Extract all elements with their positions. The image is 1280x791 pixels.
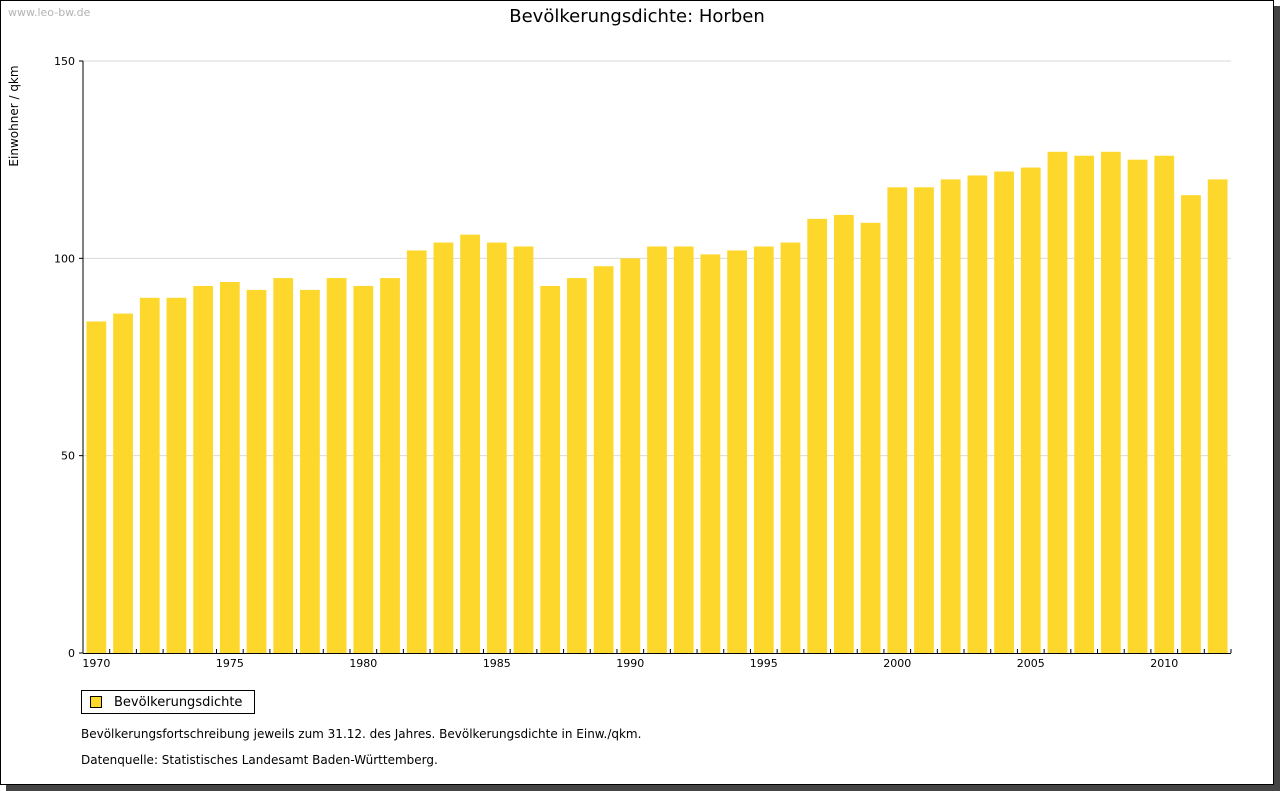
bar-1972: [139, 297, 160, 653]
bar-1989: [593, 266, 614, 653]
bar-1971: [113, 313, 133, 653]
bar-1981: [380, 278, 400, 653]
bar-1999: [860, 222, 881, 653]
bar-2001: [914, 187, 934, 653]
bars-layer: [86, 151, 1228, 654]
x-tick-label-1995: 1995: [750, 657, 778, 670]
bar-1998: [834, 214, 854, 654]
bar-1977: [273, 278, 294, 653]
bar-1991: [647, 246, 667, 653]
bar-1984: [460, 234, 480, 654]
bar-1982: [406, 250, 427, 653]
footnote-source: Datenquelle: Statistisches Landesamt Bad…: [81, 753, 438, 767]
bar-1983: [433, 242, 454, 653]
bar-1988: [567, 278, 587, 653]
x-tick-label-1985: 1985: [483, 657, 511, 670]
y-tick-label-150: 150: [54, 55, 75, 68]
axes-layer: 0 50 100 150 1970 1975 1980 1985 1990 1995 2000 200…: [54, 55, 1232, 670]
bar-1993: [700, 254, 721, 654]
bar-1974: [193, 285, 214, 653]
legend: Bevölkerungsdichte: [81, 690, 256, 714]
x-tick-label-2010: 2010: [1150, 657, 1178, 670]
bar-1996: [780, 242, 801, 653]
x-tick-label-2000: 2000: [883, 657, 911, 670]
x-tick-label-1975: 1975: [216, 657, 244, 670]
x-tick-label-1980: 1980: [349, 657, 377, 670]
bar-1985: [486, 242, 507, 653]
bar-1978: [300, 289, 320, 653]
bar-2004: [994, 171, 1014, 654]
bar-1986: [513, 246, 534, 653]
y-axis-label: Einwohner / qkm: [7, 65, 21, 166]
bar-1970: [86, 321, 107, 653]
y-tick-label-50: 50: [61, 450, 75, 463]
bar-1995: [753, 246, 774, 653]
bar-2012: [1207, 179, 1228, 653]
bar-1980: [353, 285, 374, 653]
bar-2003: [967, 175, 988, 653]
bar-1987: [540, 285, 561, 653]
legend-label: Bevölkerungsdichte: [114, 694, 243, 710]
bar-1979: [326, 278, 347, 653]
bar-1976: [246, 289, 267, 653]
x-tick-label-2005: 2005: [1017, 657, 1045, 670]
x-tick-label-1970: 1970: [82, 657, 110, 670]
bar-2010: [1154, 155, 1175, 653]
bar-1990: [620, 258, 641, 653]
bar-2002: [940, 179, 961, 653]
bar-2005: [1020, 167, 1041, 653]
chart-title: Bevölkerungsdichte: Horben: [509, 6, 764, 27]
bar-2011: [1181, 195, 1201, 654]
bar-2007: [1074, 155, 1095, 653]
bar-1973: [166, 297, 187, 653]
bar-2006: [1047, 151, 1068, 654]
legend-swatch: [90, 696, 102, 708]
footnote-method: Bevölkerungsfortschreibung jeweils zum 3…: [81, 727, 642, 741]
bar-1994: [727, 250, 747, 653]
bar-1975: [219, 282, 240, 653]
x-tick-label-1990: 1990: [616, 657, 644, 670]
y-tick-label-100: 100: [54, 252, 75, 265]
bar-1997: [807, 218, 828, 653]
bar-2000: [887, 187, 908, 653]
y-tick-label-0: 0: [68, 647, 75, 660]
bar-1992: [673, 246, 694, 653]
watermark: www.leo-bw.de: [8, 6, 91, 19]
bar-2009: [1127, 159, 1148, 653]
bar-2008: [1100, 151, 1121, 654]
